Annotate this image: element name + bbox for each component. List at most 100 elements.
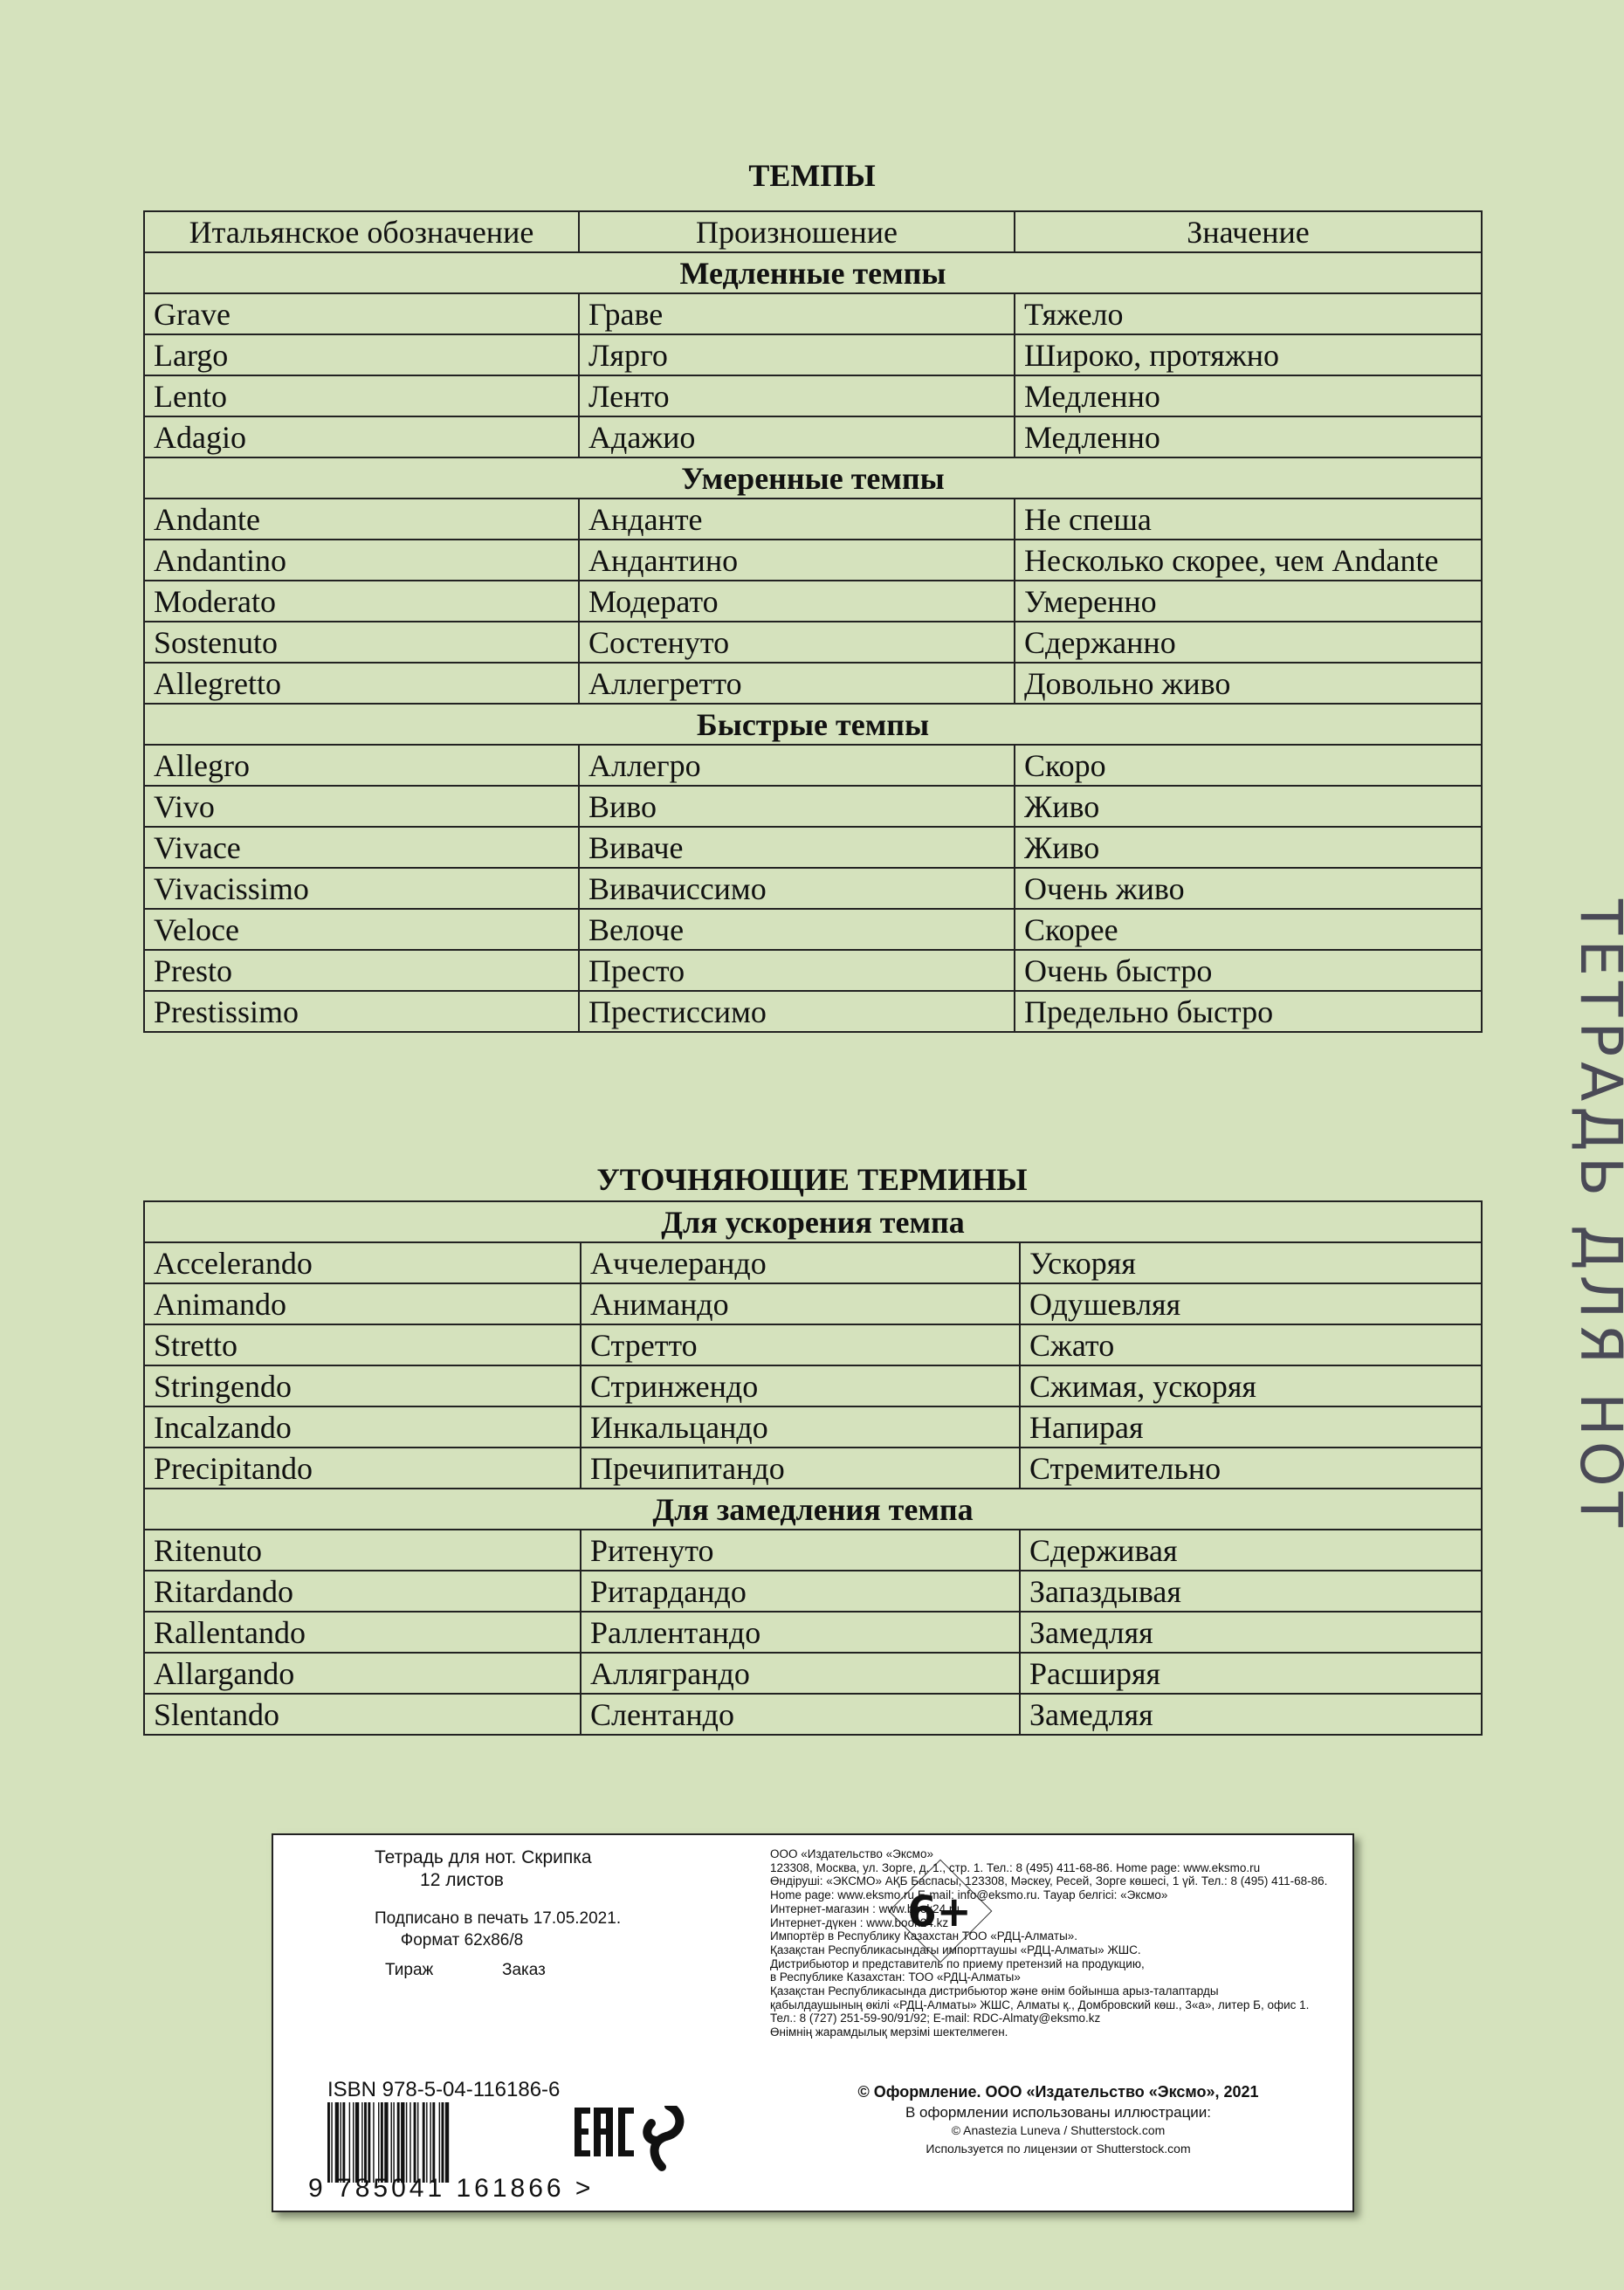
pronunciation: Слентандо <box>580 1693 1021 1736</box>
pronunciation: Инкальцандо <box>580 1406 1021 1448</box>
section-title: Медленные темпы <box>143 251 1483 294</box>
pronunciation: Раллентандо <box>580 1611 1021 1654</box>
italian-term: Moderato <box>143 580 580 622</box>
italian-term: Andantino <box>143 539 580 581</box>
italian-term: Prestissimo <box>143 990 580 1033</box>
barcode-bar <box>444 2102 450 2183</box>
italian-term: Ritardando <box>143 1570 581 1613</box>
table-row: Adagio Адажио Медленно <box>143 416 1483 458</box>
meaning: Скоро <box>1014 744 1483 787</box>
table-row: Animando Анимандо Одушевляя <box>143 1283 1483 1325</box>
table-header-row: Итальянское обозначение Произношение Зна… <box>143 210 1483 253</box>
barcode-bar <box>342 2102 346 2183</box>
pronunciation: Модерато <box>578 580 1015 622</box>
barcode-bar <box>364 2102 367 2183</box>
section-title: Для ускорения темпа <box>143 1200 1483 1243</box>
table-row: Moderato Модерато Умеренно <box>143 580 1483 622</box>
table-row: Grave Граве Тяжело <box>143 292 1483 335</box>
pronunciation: Алляграндо <box>580 1652 1021 1695</box>
meaning: Тяжело <box>1014 292 1483 335</box>
italian-term: Vivace <box>143 826 580 869</box>
age-rating: 6+ <box>907 1888 972 1936</box>
table-row: Precipitando Пречипитандо Стремительно <box>143 1447 1483 1489</box>
barcode-bar <box>432 2102 436 2183</box>
pronunciation: Пречипитандо <box>580 1447 1021 1489</box>
column-header: Произношение <box>578 210 1015 253</box>
italian-term: Vivo <box>143 785 580 828</box>
barcode-bar <box>334 2102 340 2183</box>
italian-term: Slentando <box>143 1693 581 1736</box>
table-row: Incalzando Инкальцандо Напирая <box>143 1406 1483 1448</box>
meaning: Не спеша <box>1014 498 1483 540</box>
meaning: Сжато <box>1019 1324 1483 1366</box>
publisher-line: Home page: www.eksmo.ru E-mail: info@eks… <box>770 1888 1168 1902</box>
publisher-line: Өнімнің жарамдылық мерзімі шектелмеген. <box>770 2025 1008 2039</box>
italian-term: Ritenuto <box>143 1529 581 1571</box>
publisher-line: в Республике Казахстан: ТОО «РДЦ-Алматы» <box>770 1970 1021 1984</box>
terms-title: УТОЧНЯЮЩИЕ ТЕРМИНЫ <box>596 1162 1028 1197</box>
meaning: Предельно быстро <box>1014 990 1483 1033</box>
italian-term: Presto <box>143 949 580 992</box>
table-row: Andantino Андантино Несколько скорее, чем … <box>143 539 1483 581</box>
table-row: Allargando Алляграндо Расширяя <box>143 1652 1483 1695</box>
order-label: Заказ <box>502 1961 546 1979</box>
publisher-line: қабылдаушының өкілі «РДЦ-Алматы» ЖШС, Ал… <box>770 1998 1310 2011</box>
italian-term: Vivacissimo <box>143 867 580 910</box>
tempos-table: Итальянское обозначение Произношение Зна… <box>143 210 1483 1033</box>
barcode-bar <box>413 2102 416 2183</box>
table-row: Stringendo Стринжендо Сжимая, ускоряя <box>143 1365 1483 1407</box>
italian-term: Veloce <box>143 908 580 951</box>
table-row: Vivo Виво Живо <box>143 785 1483 828</box>
table-row: Largo Лярго Широко, протяжно <box>143 334 1483 376</box>
meaning: Довольно живо <box>1014 662 1483 705</box>
meaning: Очень быстро <box>1014 949 1483 992</box>
pronunciation: Анимандо <box>580 1283 1021 1325</box>
meaning: Запаздывая <box>1019 1570 1483 1613</box>
table-row: Sostenuto Состенуто Сдержанно <box>143 621 1483 664</box>
barcode-bar <box>409 2102 411 2183</box>
table-row: Veloce Велоче Скорее <box>143 908 1483 951</box>
meaning: Сжимая, ускоряя <box>1019 1365 1483 1407</box>
section-title: Умеренные темпы <box>143 457 1483 499</box>
illustration-credit: © Anastezia Luneva / Shutterstock.com <box>951 2123 1166 2137</box>
italian-term: Largo <box>143 334 580 376</box>
column-header: Значение <box>1014 210 1483 253</box>
table-row: Allegretto Аллегретто Довольно живо <box>143 662 1483 705</box>
pronunciation: Виваче <box>578 826 1015 869</box>
table-row: Presto Престо Очень быстро <box>143 949 1483 992</box>
barcode-bar <box>368 2102 371 2183</box>
meaning: Живо <box>1014 785 1483 828</box>
product-name: Тетрадь для нот. Скрипка <box>375 1847 592 1867</box>
table-row: Andante Анданте Не спеша <box>143 498 1483 540</box>
barcode-bar <box>380 2102 383 2183</box>
signed-date: Подписано в печать 17.05.2021. <box>375 1909 622 1928</box>
meaning: Медленно <box>1014 375 1483 417</box>
table-row: Ritenuto Ритенуто Сдерживая <box>143 1529 1483 1571</box>
publisher-line: Өндіруші: «ЭКСМО» АҚБ Баспасы, 123308, М… <box>770 1874 1328 1888</box>
pronunciation: Андантино <box>578 539 1015 581</box>
illustrations-note: В оформлении использованы иллюстрации: <box>905 2104 1212 2121</box>
barcode-bar <box>401 2102 405 2183</box>
barcode-icon <box>327 2102 450 2183</box>
italian-term: Lento <box>143 375 580 417</box>
column-header: Итальянское обозначение <box>143 210 580 253</box>
section-row: Для ускорения темпа <box>143 1200 1483 1243</box>
table-row: Lento Ленто Медленно <box>143 375 1483 417</box>
publisher-line: Дистрибьютор и представитель по приему п… <box>770 1956 1145 1970</box>
meaning: Стремительно <box>1019 1447 1483 1489</box>
italian-term: Animando <box>143 1283 581 1325</box>
table-row: Prestissimo Престиссимо Предельно быстро <box>143 990 1483 1033</box>
pronunciation: Анданте <box>578 498 1015 540</box>
italian-term: Rallentando <box>143 1611 581 1654</box>
section-title: Быстрые темпы <box>143 703 1483 746</box>
terms-table: Для ускорения темпа Accelerando Аччелеранд… <box>143 1200 1483 1736</box>
barcode-bar <box>396 2102 400 2183</box>
barcode-bar <box>378 2102 380 2183</box>
pronunciation: Состенуто <box>578 621 1015 664</box>
sheet-count: 12 листов <box>420 1870 504 1890</box>
barcode-bar <box>353 2102 354 2183</box>
copyright: © Оформление. ООО «Издательство «Эксмо»,… <box>857 2083 1259 2101</box>
license-note: Используется по лицензии от Shutterstock… <box>926 2142 1191 2156</box>
pronunciation: Аллегро <box>578 744 1015 787</box>
section-row: Умеренные темпы <box>143 457 1483 499</box>
